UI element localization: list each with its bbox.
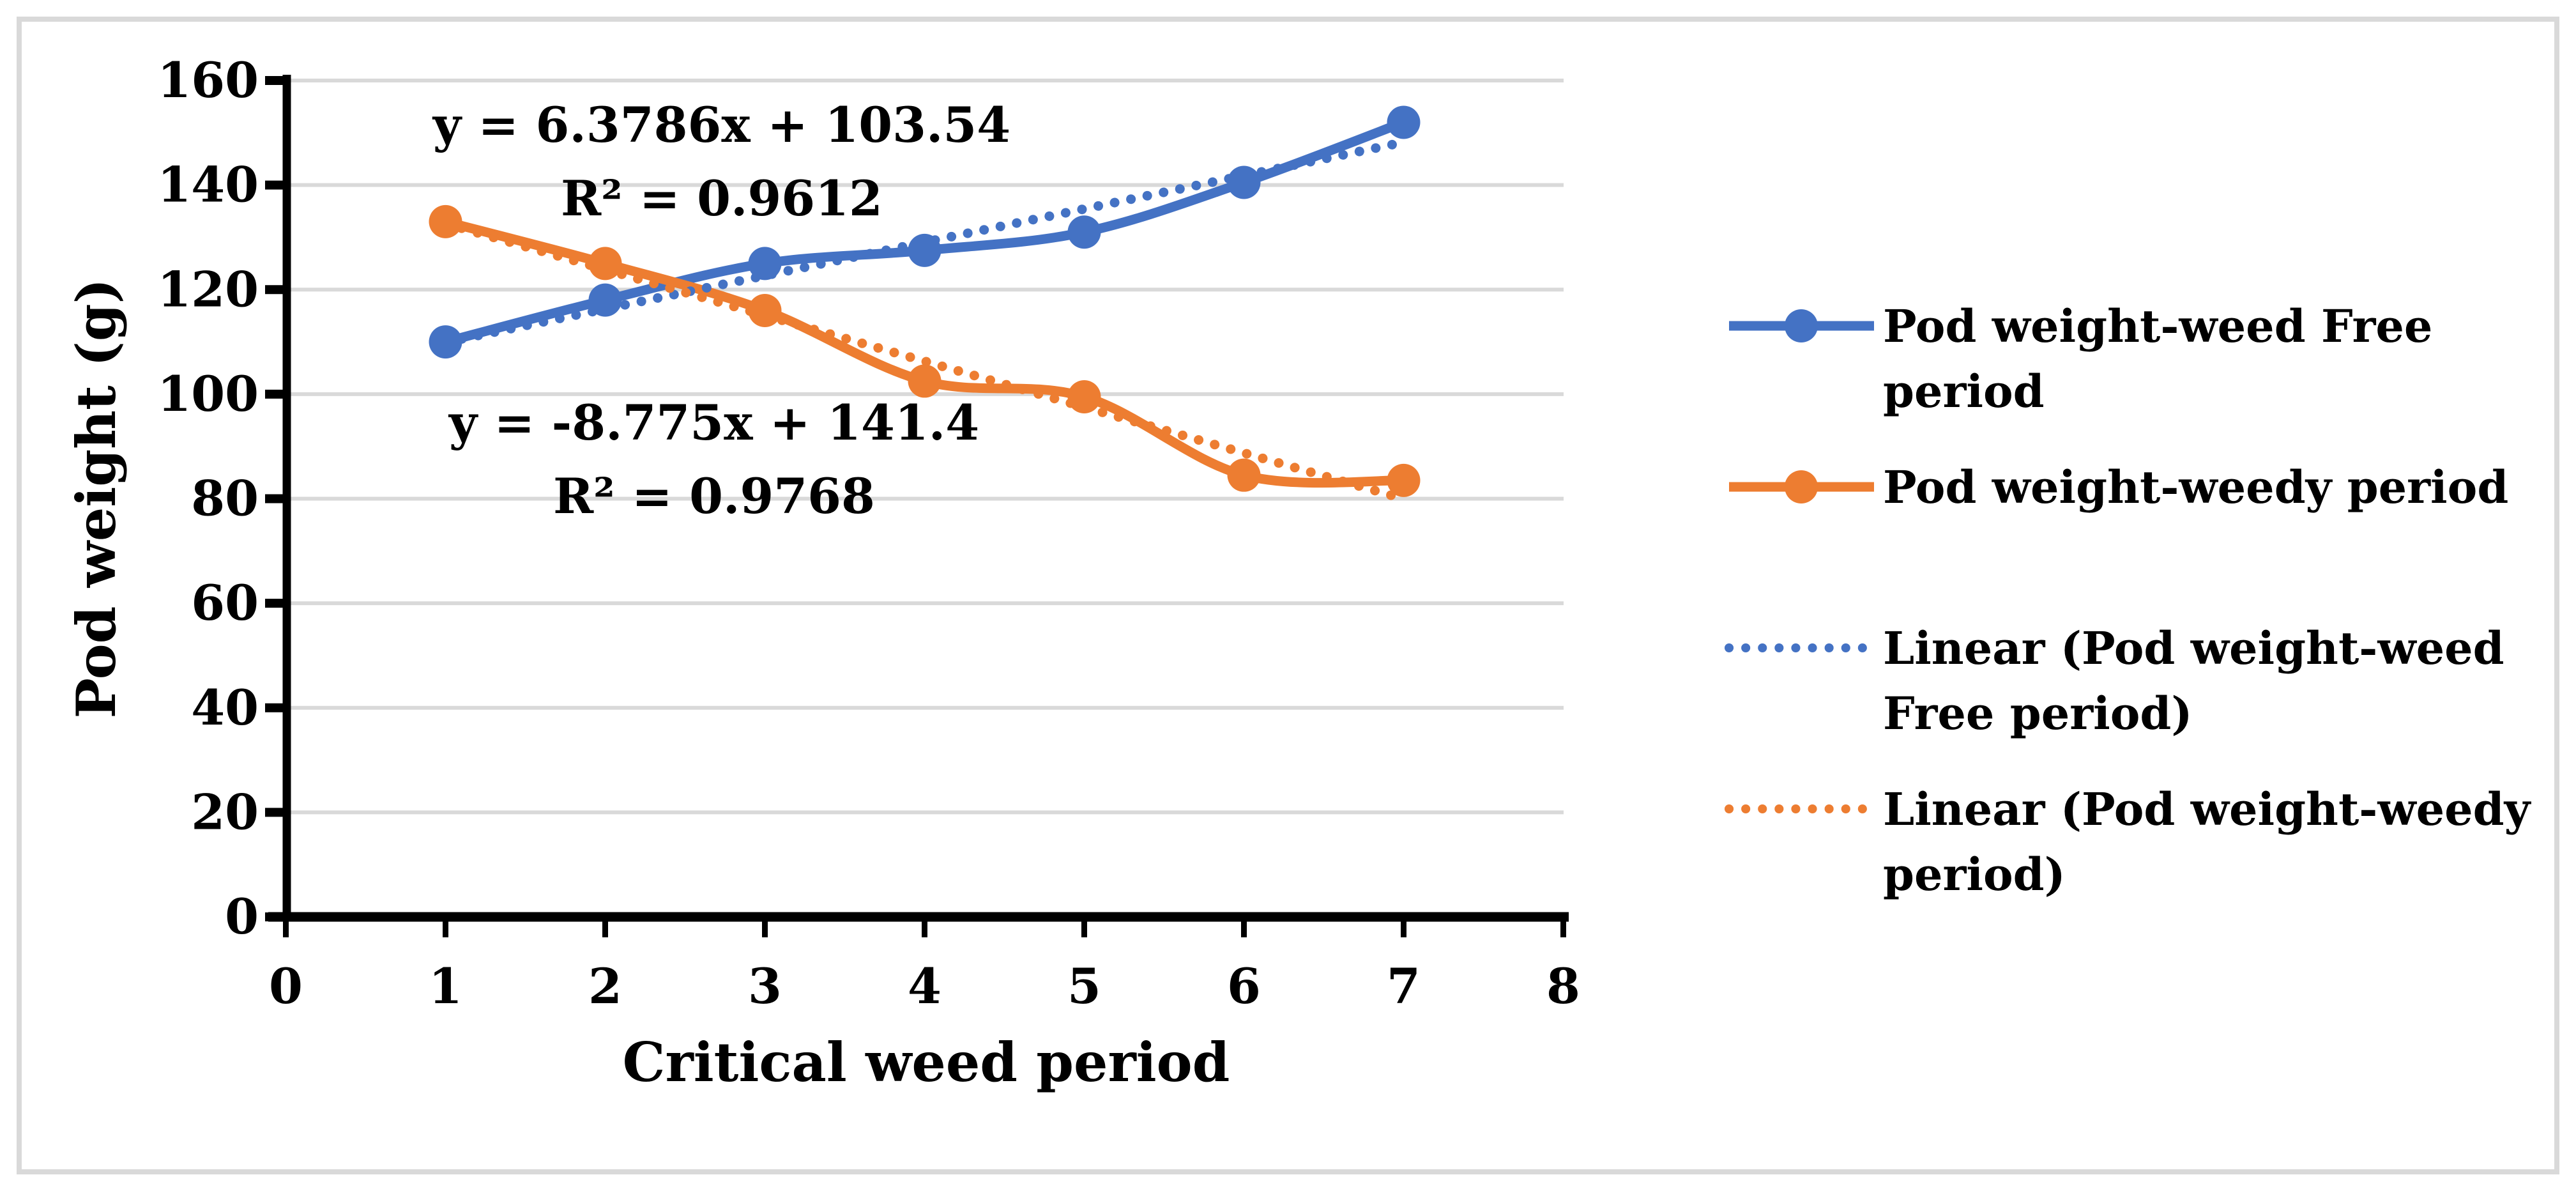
trendline-r2: R² = 0.9612 bbox=[561, 170, 883, 227]
y-tick-label: 0 bbox=[225, 888, 259, 945]
y-tick-label: 40 bbox=[191, 679, 259, 736]
legend-marker bbox=[1785, 309, 1818, 342]
x-tick-label: 5 bbox=[1067, 958, 1101, 1015]
legend-item: Pod weight-weed Free period bbox=[1729, 300, 2432, 418]
x-axis-ticks: 0 1 2 3 4 5 6 7 8 bbox=[269, 917, 1580, 1015]
legend-item: Linear (Pod weight-weedy period) bbox=[1725, 783, 2532, 901]
x-axis-title: Critical weed period bbox=[623, 1031, 1230, 1094]
x-tick-label: 7 bbox=[1387, 958, 1421, 1015]
data-point-marker bbox=[429, 204, 462, 238]
legend-label: Linear (Pod weight-weedy bbox=[1883, 783, 2532, 836]
data-point-marker bbox=[1227, 458, 1261, 492]
x-tick-label: 8 bbox=[1546, 958, 1580, 1015]
x-tick-label: 6 bbox=[1227, 958, 1261, 1015]
y-axis-ticks: 0 20 40 60 80 100 120 140 160 bbox=[157, 52, 287, 945]
data-point-marker bbox=[588, 247, 622, 280]
legend-label: Pod weight-weed Free bbox=[1883, 300, 2432, 353]
y-tick-label: 140 bbox=[157, 157, 259, 213]
x-tick-label: 4 bbox=[908, 958, 941, 1015]
legend-label: period) bbox=[1883, 848, 2066, 901]
y-tick-label: 60 bbox=[191, 574, 259, 631]
orange-trendline-label: y = -8.775x + 141.4 R² = 0.9768 bbox=[448, 394, 979, 525]
data-point-marker bbox=[1387, 463, 1421, 497]
trendline-equation: y = -8.775x + 141.4 bbox=[448, 394, 979, 451]
data-point-marker bbox=[1227, 165, 1261, 199]
data-point-marker bbox=[748, 247, 782, 280]
legend-marker bbox=[1785, 470, 1818, 503]
data-point-marker bbox=[1387, 105, 1421, 139]
legend-label: period bbox=[1883, 365, 2045, 418]
data-point-marker bbox=[748, 293, 782, 327]
legend-item: Linear (Pod weight-weed Free period) bbox=[1725, 622, 2504, 740]
data-point-marker bbox=[588, 283, 622, 317]
data-point-marker bbox=[908, 364, 941, 398]
data-point-marker bbox=[908, 233, 941, 267]
y-tick-label: 100 bbox=[157, 365, 259, 422]
x-tick-label: 1 bbox=[429, 958, 462, 1015]
data-point-marker bbox=[429, 325, 462, 359]
y-tick-label: 80 bbox=[191, 470, 259, 527]
data-point-marker bbox=[1067, 215, 1101, 249]
x-tick-label: 2 bbox=[588, 958, 622, 1015]
legend-label: Free period) bbox=[1883, 687, 2193, 740]
gridlines bbox=[287, 79, 1564, 815]
legend-label: Linear (Pod weight-weed bbox=[1883, 622, 2504, 675]
y-tick-label: 20 bbox=[191, 783, 259, 840]
y-axis-title: Pod weight (g) bbox=[65, 279, 128, 719]
trendline-r2: R² = 0.9768 bbox=[553, 468, 875, 525]
y-tick-label: 160 bbox=[157, 52, 259, 109]
y-tick-label: 120 bbox=[157, 261, 259, 318]
data-point-marker bbox=[1067, 380, 1101, 413]
x-tick-label: 3 bbox=[748, 958, 782, 1015]
series-markers-weed-free bbox=[429, 105, 1421, 359]
legend-item: Pod weight-weedy period bbox=[1729, 461, 2508, 514]
blue-trendline-label: y = 6.3786x + 103.54 R² = 0.9612 bbox=[432, 96, 1010, 227]
trendline-equation: y = 6.3786x + 103.54 bbox=[432, 96, 1010, 153]
series-markers-weedy bbox=[429, 204, 1421, 497]
figure-border bbox=[17, 17, 2559, 1174]
legend-label: Pod weight-weedy period bbox=[1883, 461, 2508, 514]
x-tick-label: 0 bbox=[269, 958, 303, 1015]
